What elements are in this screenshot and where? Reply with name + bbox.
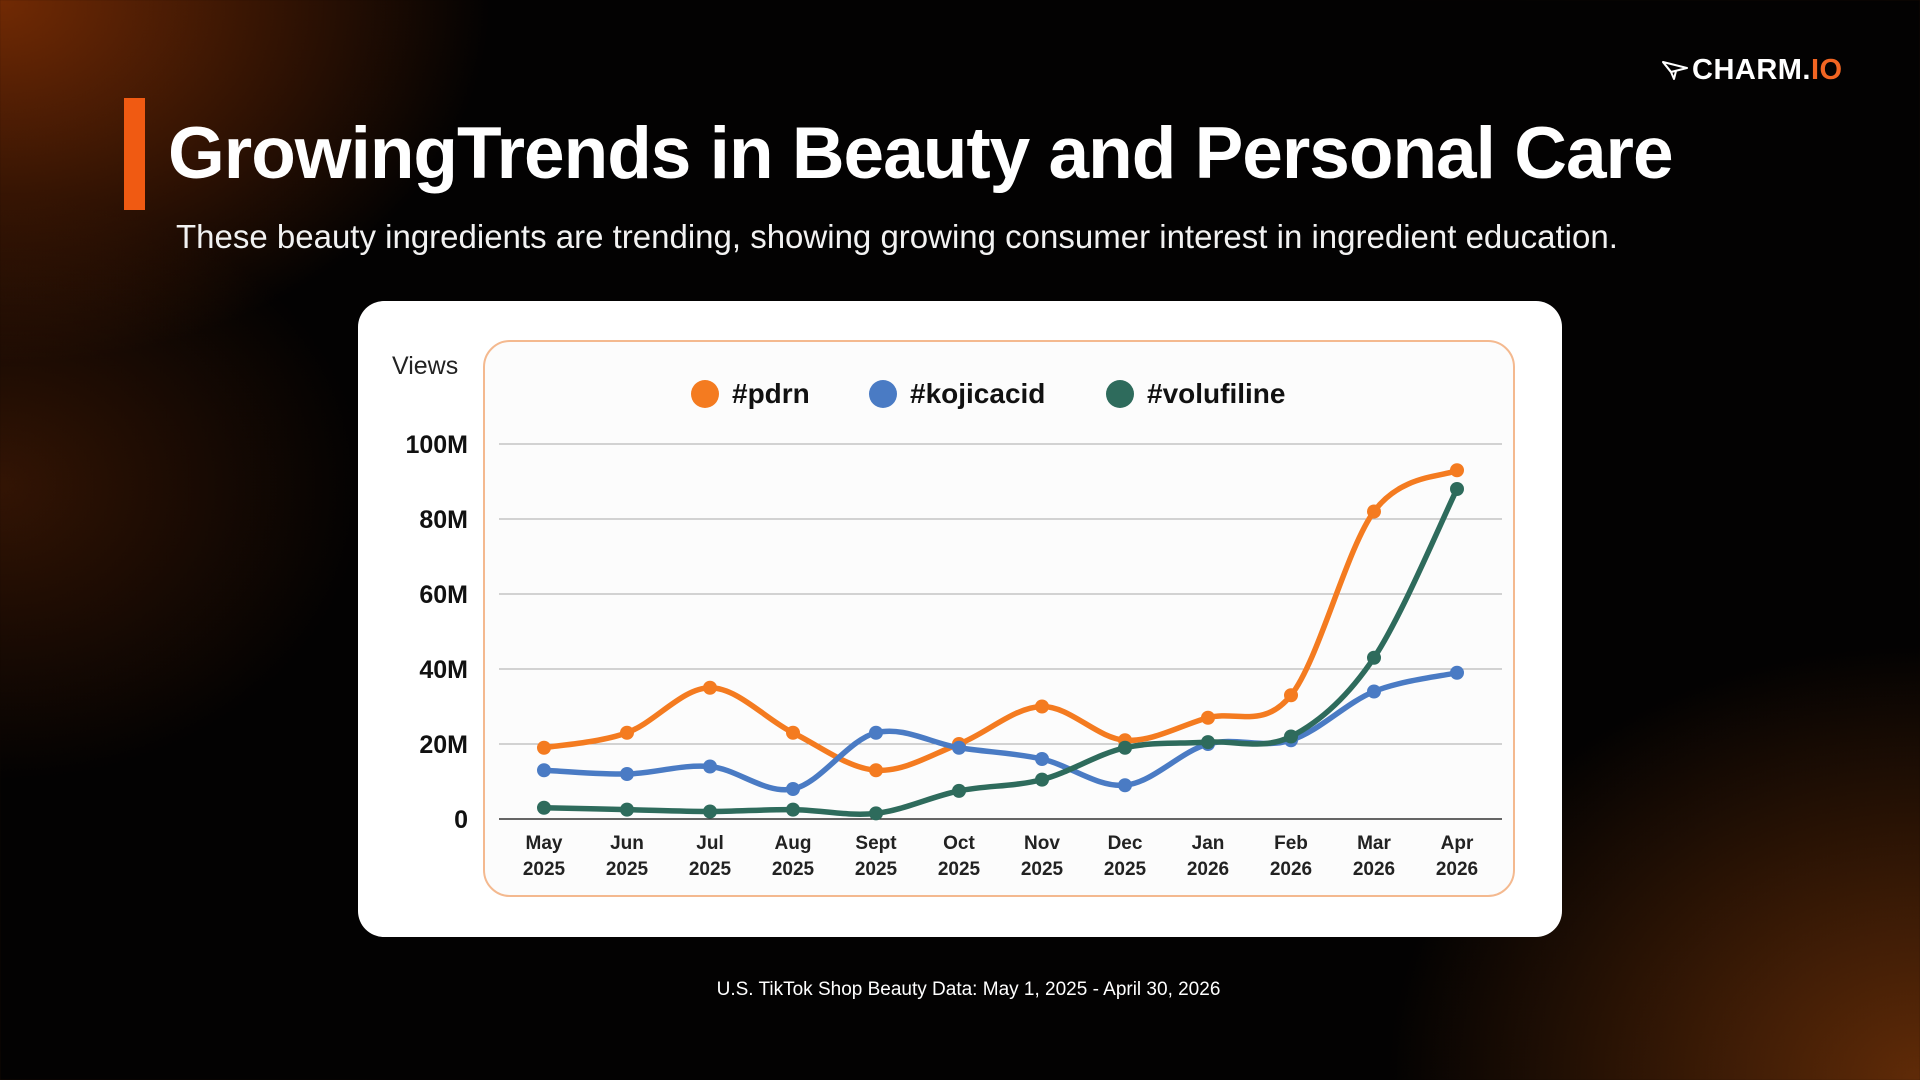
x-tick-label-month: Jun [610, 833, 644, 854]
x-tick-label-year: 2026 [1353, 859, 1395, 880]
legend-label-volufiline: #volufiline [1147, 378, 1285, 409]
data-point-volufiline [703, 804, 717, 819]
x-tick-label-month: Nov [1024, 833, 1060, 854]
data-point-kojicacid [952, 740, 966, 755]
data-point-volufiline [1035, 772, 1049, 787]
legend-label-kojicacid: #kojicacid [910, 378, 1045, 409]
legend-marker-volufiline [1106, 380, 1134, 408]
data-point-pdrn [703, 680, 717, 695]
data-point-pdrn [620, 725, 634, 740]
x-tick-label-year: 2025 [855, 859, 898, 880]
data-point-volufiline [869, 806, 883, 821]
x-tick-label-year: 2025 [1021, 859, 1064, 880]
y-axis-title: Views [392, 352, 458, 380]
data-point-pdrn [786, 725, 800, 740]
data-point-kojicacid [1367, 684, 1381, 699]
legend-label-pdrn: #pdrn [732, 378, 810, 409]
data-point-volufiline [1367, 650, 1381, 665]
data-point-kojicacid [703, 759, 717, 774]
x-tick-label-month: Feb [1274, 833, 1308, 854]
chart-card: Views 0 20M 40M 60M 80M 100M May 2025 Jun 2025 Jul 2… [358, 301, 1562, 937]
x-tick-label-year: 2025 [523, 859, 566, 880]
legend-marker-kojicacid [869, 380, 897, 408]
x-tick-label-year: 2025 [689, 859, 732, 880]
data-point-volufiline [1201, 735, 1215, 750]
x-tick-label-month: Aug [775, 833, 812, 854]
x-tick-label-month: Jan [1192, 833, 1225, 854]
data-point-pdrn [1284, 688, 1298, 703]
paper-plane-icon [1662, 61, 1688, 80]
data-point-volufiline [537, 800, 551, 815]
x-tick-label-year: 2025 [606, 859, 649, 880]
data-point-pdrn [1450, 463, 1464, 478]
data-point-kojicacid [620, 767, 634, 781]
x-tick-label-year: 2025 [1104, 859, 1147, 880]
data-point-pdrn [1201, 710, 1215, 725]
y-tick-label: 80M [419, 506, 468, 534]
logo-name: CHARM. [1692, 53, 1811, 86]
x-tick-label-month: Jul [696, 833, 723, 854]
data-point-kojicacid [786, 782, 800, 796]
x-tick-label-year: 2025 [772, 859, 815, 880]
legend-marker-pdrn [691, 380, 719, 408]
data-point-pdrn [537, 740, 551, 755]
data-point-kojicacid [1118, 778, 1132, 793]
x-tick-label-month: Oct [943, 833, 975, 854]
data-point-volufiline [1284, 729, 1298, 744]
data-point-volufiline [952, 783, 966, 798]
x-tick-label-month: Mar [1357, 833, 1391, 854]
y-tick-label: 0 [454, 806, 468, 834]
page-subtitle: These beauty ingredients are trending, s… [176, 218, 1618, 255]
x-tick-label-year: 2025 [938, 859, 981, 880]
x-tick-label-month: May [526, 833, 563, 854]
x-tick-label-year: 2026 [1270, 859, 1312, 880]
logo-suffix: IO [1811, 53, 1843, 86]
data-point-pdrn [1035, 699, 1049, 714]
data-point-kojicacid [869, 725, 883, 740]
charm-logo[interactable]: CHARM. IO [1662, 52, 1843, 88]
data-point-kojicacid [537, 763, 551, 778]
data-point-volufiline [786, 802, 800, 817]
y-tick-label: 20M [419, 731, 468, 759]
y-tick-label: 60M [419, 581, 468, 609]
data-point-pdrn [1367, 504, 1381, 519]
data-point-kojicacid [1450, 665, 1464, 680]
y-tick-label: 100M [405, 431, 468, 459]
data-source-note: U.S. TikTok Shop Beauty Data: May 1, 202… [716, 979, 1221, 1000]
x-tick-label-year: 2026 [1436, 859, 1478, 880]
plot-frame [483, 340, 1515, 897]
data-point-kojicacid [1035, 752, 1049, 766]
x-tick-label-month: Apr [1441, 833, 1474, 854]
data-point-volufiline [620, 802, 634, 817]
y-tick-label: 40M [419, 656, 468, 684]
line-chart: Views 0 20M 40M 60M 80M 100M May 2025 Jun 2025 Jul 2… [392, 340, 1515, 897]
data-point-volufiline [1118, 740, 1132, 755]
data-point-volufiline [1450, 482, 1464, 496]
x-tick-label-month: Dec [1108, 833, 1143, 854]
x-tick-label-month: Sept [855, 833, 897, 854]
title-accent-bar [124, 98, 145, 210]
page-title: GrowingTrends in Beauty and Personal Car… [168, 113, 1674, 194]
data-point-pdrn [869, 763, 883, 778]
x-tick-label-year: 2026 [1187, 859, 1229, 880]
